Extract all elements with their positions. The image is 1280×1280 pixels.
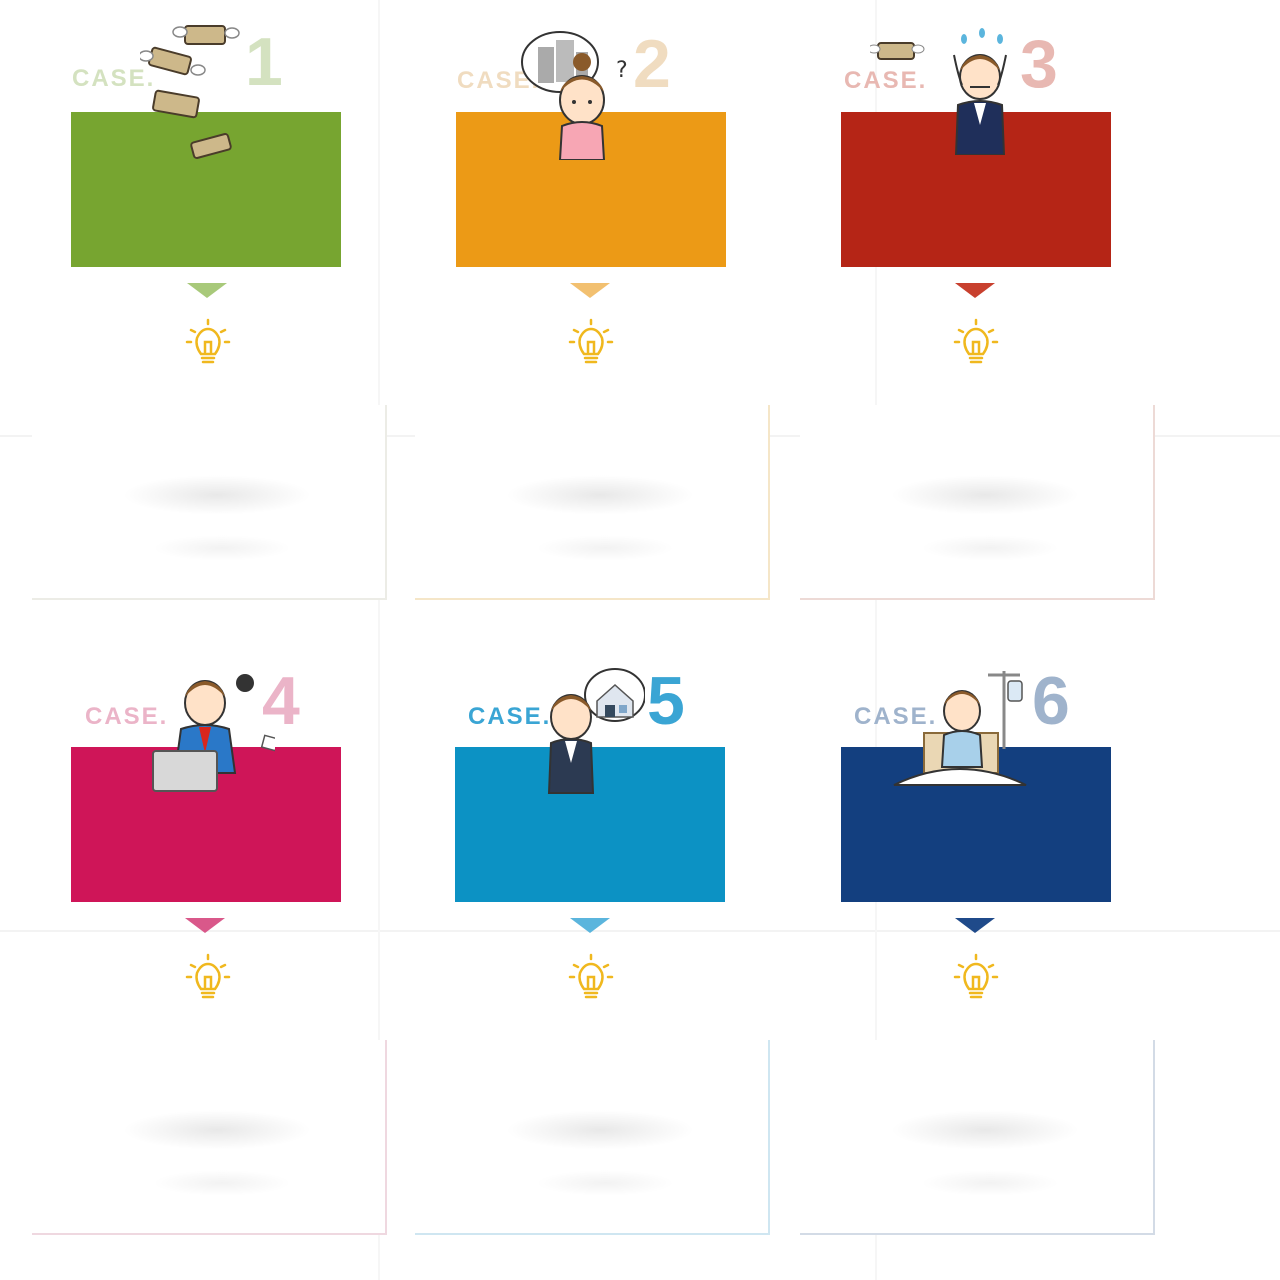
blurred-text [152, 535, 292, 561]
svg-text:?: ? [616, 58, 628, 83]
lightbulb-icon [568, 318, 614, 364]
case-card-3: CASE. 3 [770, 0, 1155, 600]
hospital-patient-icon [893, 671, 1027, 786]
answer-card [800, 1040, 1155, 1235]
down-arrow-icon [955, 283, 995, 298]
lightbulb-icon [953, 953, 999, 999]
blurred-text [920, 1170, 1060, 1196]
case-number: 3 [1020, 26, 1058, 102]
lightbulb-icon [568, 953, 614, 999]
down-arrow-icon [955, 918, 995, 933]
answer-card [32, 1040, 387, 1235]
case-number: 2 [633, 26, 671, 102]
blurred-text [122, 1110, 312, 1150]
answer-card [415, 405, 770, 600]
case-label: CASE. [854, 703, 938, 730]
busy-office-worker-icon [152, 674, 275, 792]
divider [875, 0, 877, 1280]
blurred-text [505, 475, 695, 515]
case-header-box [71, 112, 341, 267]
answer-card [32, 405, 387, 600]
divider [0, 930, 1280, 932]
down-arrow-icon [185, 918, 225, 933]
down-arrow-icon [570, 283, 610, 298]
case-card-1: CASE. 1 [0, 0, 387, 600]
case-label: CASE. [85, 703, 169, 730]
lightbulb-icon [185, 318, 231, 364]
answer-card [800, 405, 1155, 600]
man-thinking-house-icon [547, 668, 645, 794]
case-card-4: CASE. 4 [0, 635, 387, 1235]
divider [378, 0, 380, 1280]
case-label: CASE. [72, 65, 156, 92]
case-card-5: CASE. 5 [385, 635, 770, 1235]
case-number: 1 [245, 24, 283, 100]
down-arrow-icon [187, 283, 227, 298]
blurred-text [890, 1110, 1080, 1150]
down-arrow-icon [570, 918, 610, 933]
lightbulb-icon [185, 953, 231, 999]
case-number: 6 [1032, 663, 1070, 739]
case-label: CASE. [468, 703, 552, 730]
blurred-text [535, 1170, 675, 1196]
stressed-businessman-icon [870, 28, 1007, 155]
blurred-text [152, 1170, 292, 1196]
blurred-text [122, 475, 312, 515]
case-card-6: CASE. 6 [770, 635, 1155, 1235]
blurred-text [505, 1110, 695, 1150]
case-number: 4 [262, 663, 300, 739]
case-card-2: CASE. 2 ? [385, 0, 770, 600]
flying-money-icon [140, 25, 240, 159]
blurred-text [920, 535, 1060, 561]
answer-card [415, 1040, 770, 1235]
case-label: CASE. [844, 67, 928, 94]
blurred-text [535, 535, 675, 561]
case-number: 5 [647, 663, 685, 739]
lightbulb-icon [953, 318, 999, 364]
blurred-text [890, 475, 1080, 515]
worried-woman-thinking-icon: ? [521, 31, 628, 160]
